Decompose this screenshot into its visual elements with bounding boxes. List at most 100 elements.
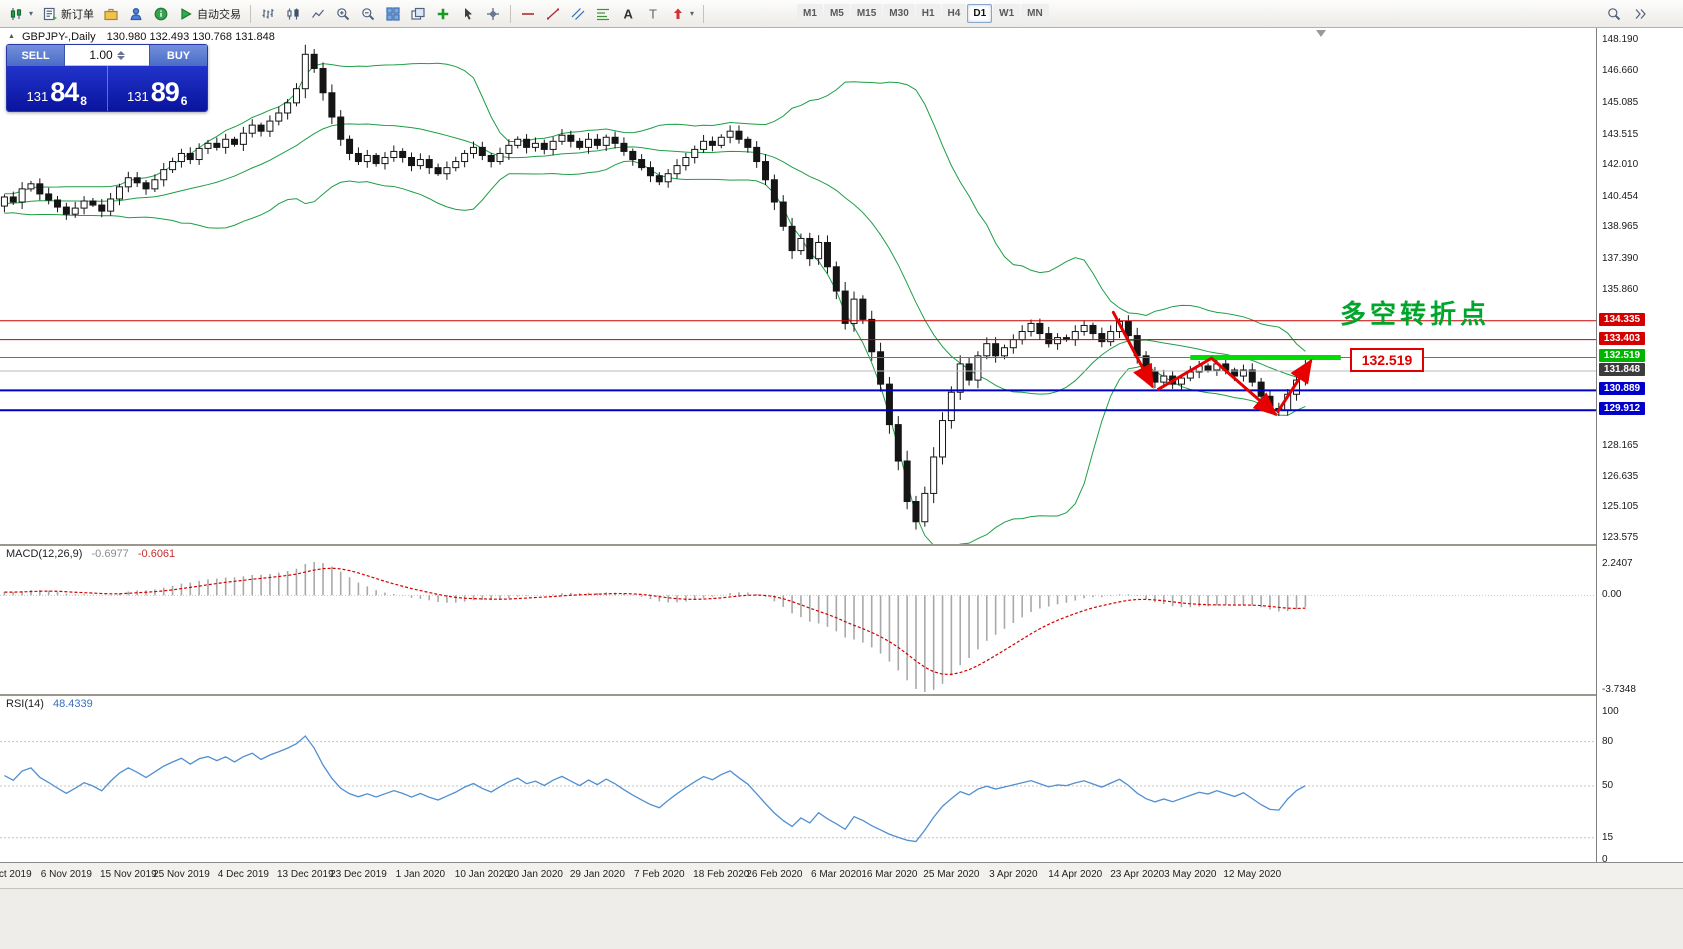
price-tick: 137.390	[1602, 252, 1639, 264]
timeframe-m5-button[interactable]: M5	[823, 4, 850, 23]
candlestick-chart-icon	[287, 8, 299, 19]
rsi-axis-tick: 0	[1602, 854, 1608, 865]
timeframe-h1-button[interactable]: H1	[915, 4, 941, 23]
buy-price-pipette: 6	[180, 94, 188, 108]
new-chart-icon	[10, 7, 22, 20]
buy-price[interactable]: 131 89 6	[108, 66, 208, 111]
fibonacci-tool-button[interactable]	[591, 3, 615, 25]
trendline-tool-button[interactable]	[541, 3, 565, 25]
buy-price-pips: 89	[150, 77, 180, 107]
price-tick: 148.190	[1602, 34, 1639, 46]
price-tick: 140.454	[1602, 190, 1639, 202]
timeframe-m15-button[interactable]: M15	[850, 4, 883, 23]
candlestick-chart-button[interactable]	[281, 3, 305, 25]
panel-divider-macd[interactable]	[0, 544, 1683, 546]
date-label: 26 Feb 2020	[746, 869, 803, 880]
bar-chart-button[interactable]	[256, 3, 280, 25]
cascade-windows-button[interactable]	[406, 3, 430, 25]
timeframe-w1-button[interactable]: W1	[993, 4, 1021, 23]
macd-axis-tick: 2.2407	[1602, 558, 1633, 569]
date-label: 25 Mar 2020	[923, 869, 980, 880]
one-click-trading-panel: SELL 1.00 BUY 131 84 8 131 89 6	[6, 44, 208, 112]
sell-price-figure: 131	[26, 89, 49, 104]
price-tick: 143.515	[1602, 128, 1639, 140]
status-bar	[0, 888, 1683, 949]
bar-chart-icon	[262, 8, 274, 18]
macd-name: MACD(12,26,9)	[6, 548, 83, 560]
timeframe-h4-button[interactable]: H4	[941, 4, 967, 23]
date-label: 18 Feb 2020	[693, 869, 750, 880]
zoom-out-button[interactable]	[356, 3, 380, 25]
date-label: 23 Apr 2020	[1110, 869, 1165, 880]
macd-value-main: -0.6977	[91, 548, 129, 560]
symbol-ohlc-values: 130.980 132.493 130.768 131.848	[106, 31, 275, 43]
search-icon	[1608, 7, 1621, 20]
timeframe-toolbar: M1 M5 M15 M30 H1 H4 D1 W1 MN	[797, 4, 1049, 23]
search-button[interactable]	[1602, 3, 1626, 25]
price-divider	[106, 66, 108, 111]
timeframe-mn-button[interactable]: MN	[1021, 4, 1049, 23]
date-label: 13 Dec 2019	[276, 869, 334, 880]
sell-button[interactable]: SELL	[7, 45, 65, 66]
date-label: 12 May 2020	[1223, 869, 1282, 880]
indicators-button[interactable]	[431, 3, 455, 25]
date-label: 6 Nov 2019	[40, 869, 92, 880]
date-label: 16 Mar 2020	[861, 869, 918, 880]
autotrade-button[interactable]: 自动交易	[174, 3, 245, 25]
buy-button[interactable]: BUY	[149, 45, 207, 66]
toolbar-overflow-button[interactable]	[1628, 3, 1652, 25]
date-label: 7 Feb 2020	[634, 869, 685, 880]
community-button[interactable]	[149, 3, 173, 25]
volume-stepper[interactable]	[116, 50, 125, 60]
accounts-button[interactable]	[124, 3, 148, 25]
date-label: 20 Jan 2020	[507, 869, 563, 880]
panel-divider-rsi[interactable]	[0, 694, 1683, 696]
date-label: 3 Apr 2020	[989, 869, 1038, 880]
price-axis[interactable]: 148.190 146.660 145.085 143.515 142.010 140.4…	[1596, 28, 1683, 888]
timeframe-m1-button[interactable]: M1	[797, 4, 823, 23]
tile-windows-button[interactable]	[381, 3, 405, 25]
text-tool-icon: A	[624, 6, 634, 21]
new-order-button[interactable]: 新订单	[38, 3, 98, 25]
volume-input[interactable]: 1.00	[65, 45, 149, 66]
price-tick: 128.165	[1602, 439, 1639, 451]
rsi-panel-label: RSI(14) 48.4339	[6, 698, 93, 710]
price-badge: 130.889	[1599, 382, 1645, 396]
chart-text-annotation[interactable]: 多空转折点	[1340, 299, 1491, 329]
zoom-out-icon	[362, 7, 375, 20]
line-chart-button[interactable]	[306, 3, 330, 25]
sell-price[interactable]: 131 84 8	[7, 66, 107, 111]
macd-axis-tick: -3.7348	[1602, 684, 1636, 695]
market-watch-button[interactable]	[99, 3, 123, 25]
label-tool-button[interactable]: T	[641, 3, 665, 25]
zoom-in-icon	[337, 7, 350, 20]
arrows-tool-button[interactable]: ▾	[666, 3, 698, 25]
zoom-in-button[interactable]	[331, 3, 355, 25]
rsi-axis-tick: 15	[1602, 831, 1614, 843]
date-label: 23 Dec 2019	[330, 869, 387, 880]
macd-axis-tick: 0.00	[1602, 589, 1622, 601]
trendline-icon	[547, 8, 560, 19]
horizontal-line-tool-button[interactable]	[516, 3, 540, 25]
price-badge: 132.519	[1599, 349, 1645, 363]
chart-scroll-marker	[1316, 30, 1326, 37]
macd-panel-label: MACD(12,26,9) -0.6977 -0.6061	[6, 548, 175, 560]
timeframe-m30-button[interactable]: M30	[883, 4, 915, 23]
date-label: 29 Jan 2020	[569, 869, 625, 880]
new-chart-button[interactable]: ▾	[5, 3, 37, 25]
volume-value: 1.00	[89, 48, 113, 62]
timeframe-d1-button[interactable]: D1	[967, 4, 993, 23]
price-level-flag[interactable]: 132.519	[1350, 348, 1424, 372]
channel-tool-button[interactable]	[566, 3, 590, 25]
price-tick: 125.105	[1602, 501, 1639, 513]
sell-price-pipette: 8	[80, 94, 87, 108]
price-badge: 131.848	[1599, 363, 1645, 377]
text-tool-button[interactable]: A	[616, 3, 640, 25]
date-label: 15 Nov 2019	[99, 869, 157, 880]
crosshair-button[interactable]	[481, 3, 505, 25]
price-badge: 129.912	[1599, 402, 1645, 416]
cursor-button[interactable]	[456, 3, 480, 25]
